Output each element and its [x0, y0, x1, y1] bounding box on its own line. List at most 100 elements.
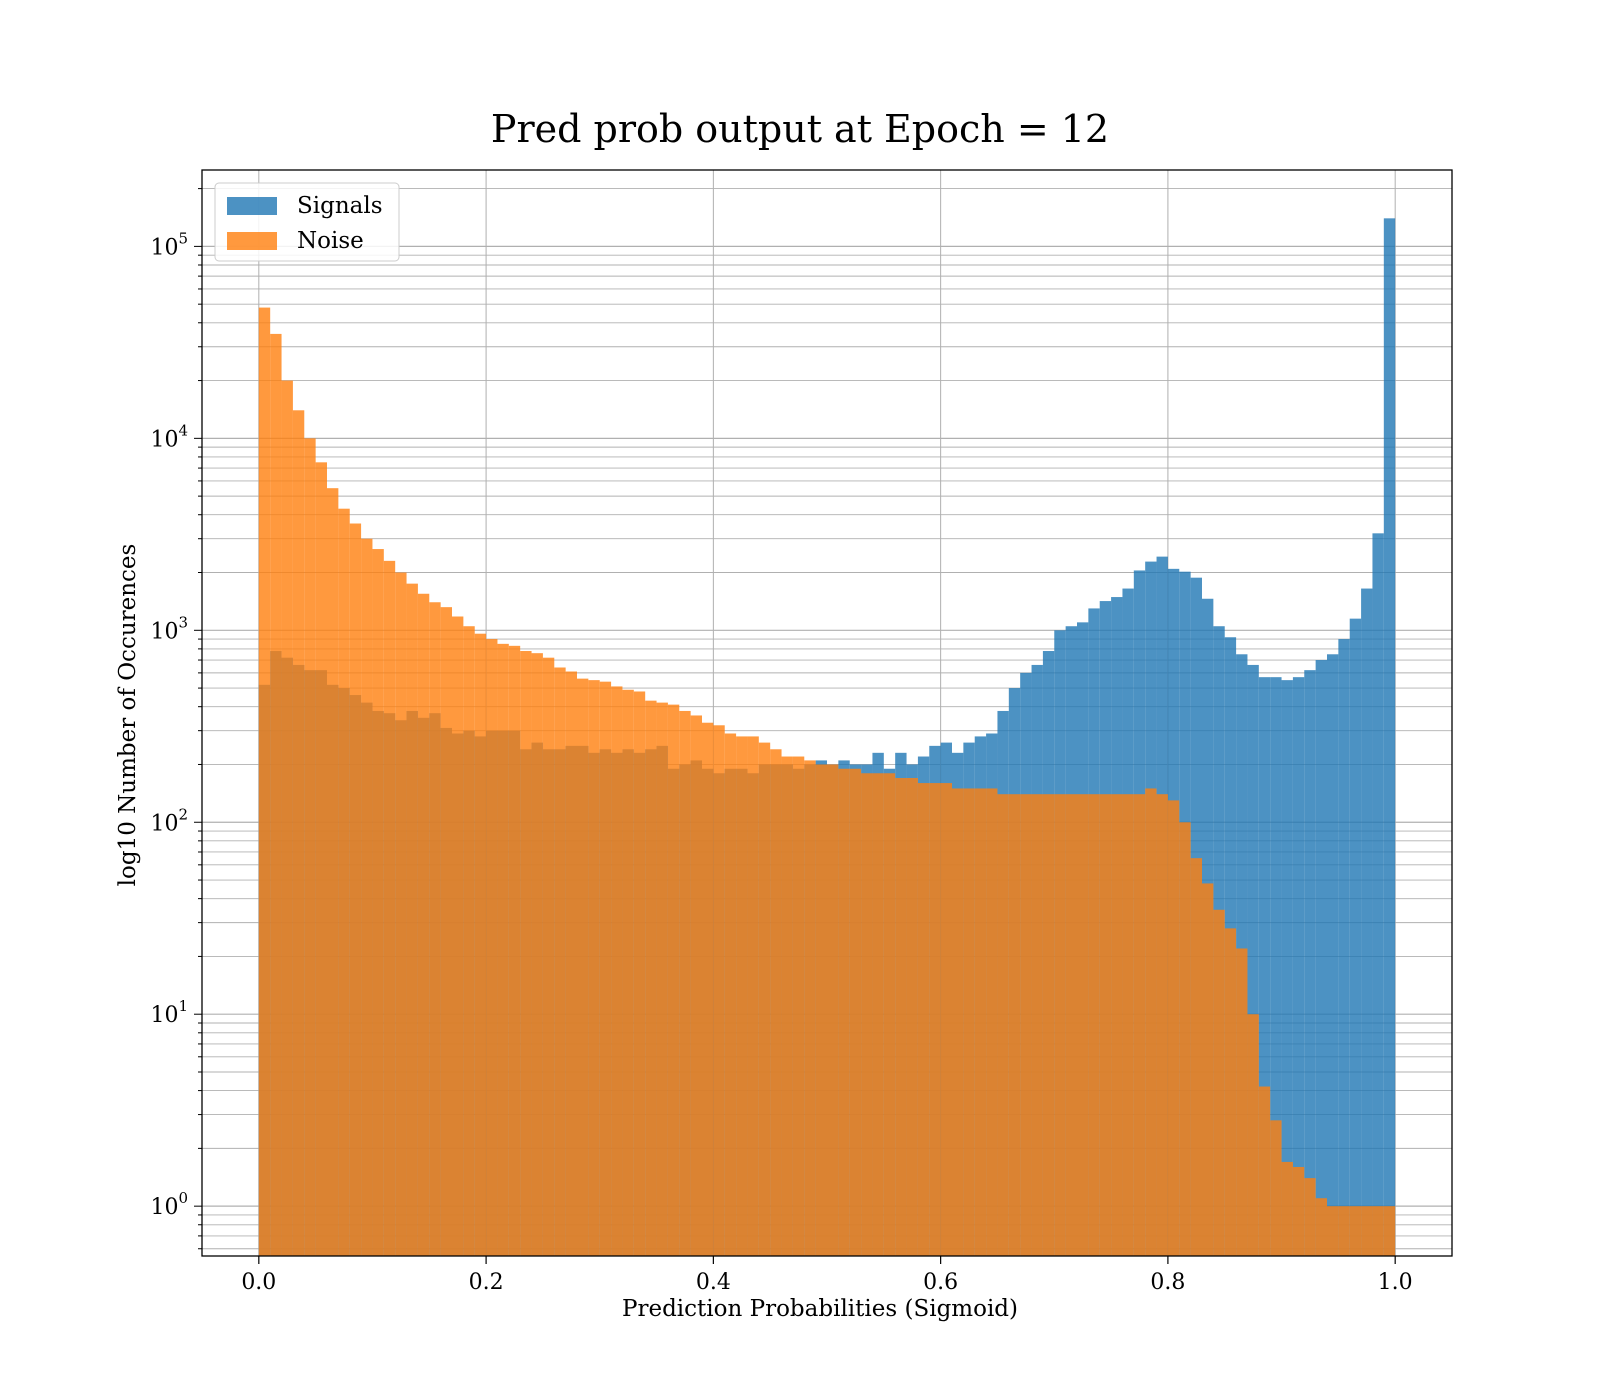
bar-noise	[1361, 1206, 1373, 1256]
legend-label-signals: Signals	[297, 193, 383, 219]
bar-signals	[1372, 533, 1384, 1256]
bar-signals	[1315, 660, 1327, 1256]
bar-noise	[611, 686, 623, 1256]
bar-noise	[986, 788, 998, 1256]
bar-noise	[747, 736, 759, 1256]
bar-noise	[838, 768, 850, 1256]
x-tick-label: 0.0	[241, 1270, 276, 1295]
bar-noise	[1088, 794, 1100, 1256]
bar-signals	[1281, 680, 1293, 1256]
bar-noise	[258, 307, 271, 1257]
bar-noise	[1372, 1206, 1384, 1256]
plot-frame	[201, 169, 1453, 1257]
bar-noise	[1145, 788, 1157, 1256]
bar-noise	[1349, 1206, 1362, 1256]
bar-noise	[1008, 794, 1021, 1256]
bar-noise	[588, 680, 600, 1256]
bar-noise	[861, 773, 873, 1256]
bar-noise	[327, 488, 339, 1256]
bar-noise	[952, 788, 964, 1256]
bar-signals	[1327, 654, 1339, 1256]
bar-noise	[452, 616, 464, 1256]
y-tick-label: 101	[150, 997, 188, 1028]
histogram-bars	[258, 218, 1396, 1257]
bar-noise	[520, 651, 532, 1256]
bar-noise	[554, 667, 566, 1256]
bar-noise	[395, 572, 407, 1256]
bar-noise	[1327, 1206, 1339, 1256]
bar-noise	[372, 549, 384, 1256]
bar-noise	[917, 783, 930, 1256]
bar-noise	[827, 764, 839, 1256]
bar-signals	[1338, 639, 1350, 1256]
bar-noise	[736, 736, 748, 1256]
bar-noise	[542, 657, 555, 1256]
bar-signals	[1247, 664, 1259, 1256]
x-tick-label: 0.8	[1150, 1270, 1185, 1295]
bar-noise	[1213, 909, 1225, 1256]
bar-noise	[997, 794, 1009, 1256]
bar-noise	[599, 681, 612, 1256]
x-tick-label: 0.6	[923, 1270, 958, 1295]
bar-noise	[1190, 858, 1202, 1256]
bar-noise	[770, 749, 782, 1256]
bar-noise	[406, 583, 418, 1256]
bar-noise	[792, 756, 805, 1256]
bar-noise	[1065, 794, 1077, 1256]
chart-title: Pred prob output at Epoch = 12	[491, 107, 1109, 151]
bar-signals	[1383, 218, 1396, 1257]
bar-noise	[645, 700, 657, 1256]
bar-noise	[486, 639, 498, 1256]
bar-signals	[1292, 677, 1305, 1256]
bar-noise	[1133, 794, 1146, 1256]
bar-noise	[1031, 794, 1043, 1256]
x-tick-label: 1.0	[1378, 1270, 1413, 1295]
tick-labels: 0.0 0.2 0.4 0.6 0.8 1.0 100 101 102 103 104 105	[150, 229, 1412, 1295]
bar-noise	[781, 756, 793, 1256]
bar-noise	[1270, 1120, 1282, 1256]
bar-noise	[883, 773, 896, 1256]
bar-noise	[417, 593, 430, 1256]
bar-signals	[1349, 618, 1362, 1256]
bar-noise	[1292, 1166, 1305, 1256]
axes	[194, 169, 1453, 1264]
bar-noise	[702, 722, 714, 1256]
bar-noise	[667, 704, 680, 1256]
bar-noise	[940, 783, 952, 1256]
x-axis-label: Prediction Probabilities (Sigmoid)	[622, 1296, 1018, 1322]
bar-noise	[315, 462, 327, 1257]
bar-noise	[565, 671, 577, 1256]
bar-noise	[429, 602, 441, 1256]
bar-signals	[1270, 677, 1282, 1256]
bar-noise	[383, 560, 396, 1256]
bar-noise	[474, 633, 487, 1256]
bar-noise	[679, 710, 691, 1256]
legend-swatch-signals	[227, 197, 277, 215]
bar-noise	[815, 764, 827, 1256]
bar-noise	[1042, 794, 1055, 1256]
bar-noise	[1202, 883, 1214, 1256]
bar-noise	[974, 788, 987, 1256]
bar-noise	[440, 607, 452, 1256]
bar-noise	[1224, 928, 1237, 1256]
bar-noise	[1179, 822, 1191, 1256]
bar-noise	[1258, 1086, 1271, 1256]
bar-noise	[1236, 948, 1248, 1256]
bar-noise	[1099, 794, 1112, 1256]
bar-noise	[872, 773, 884, 1256]
bar-noise	[1304, 1178, 1316, 1256]
bar-noise	[622, 689, 634, 1256]
bar-noise	[338, 508, 350, 1256]
bar-noise	[349, 523, 362, 1256]
bar-noise	[463, 626, 475, 1256]
bar-noise	[849, 768, 862, 1256]
bar-noise	[1167, 800, 1180, 1256]
bar-noise	[577, 678, 589, 1256]
bar-noise	[906, 778, 918, 1256]
legend-label-noise: Noise	[297, 228, 364, 254]
bar-noise	[1111, 794, 1123, 1256]
bar-noise	[304, 438, 316, 1256]
legend: Signals Noise	[214, 182, 400, 262]
